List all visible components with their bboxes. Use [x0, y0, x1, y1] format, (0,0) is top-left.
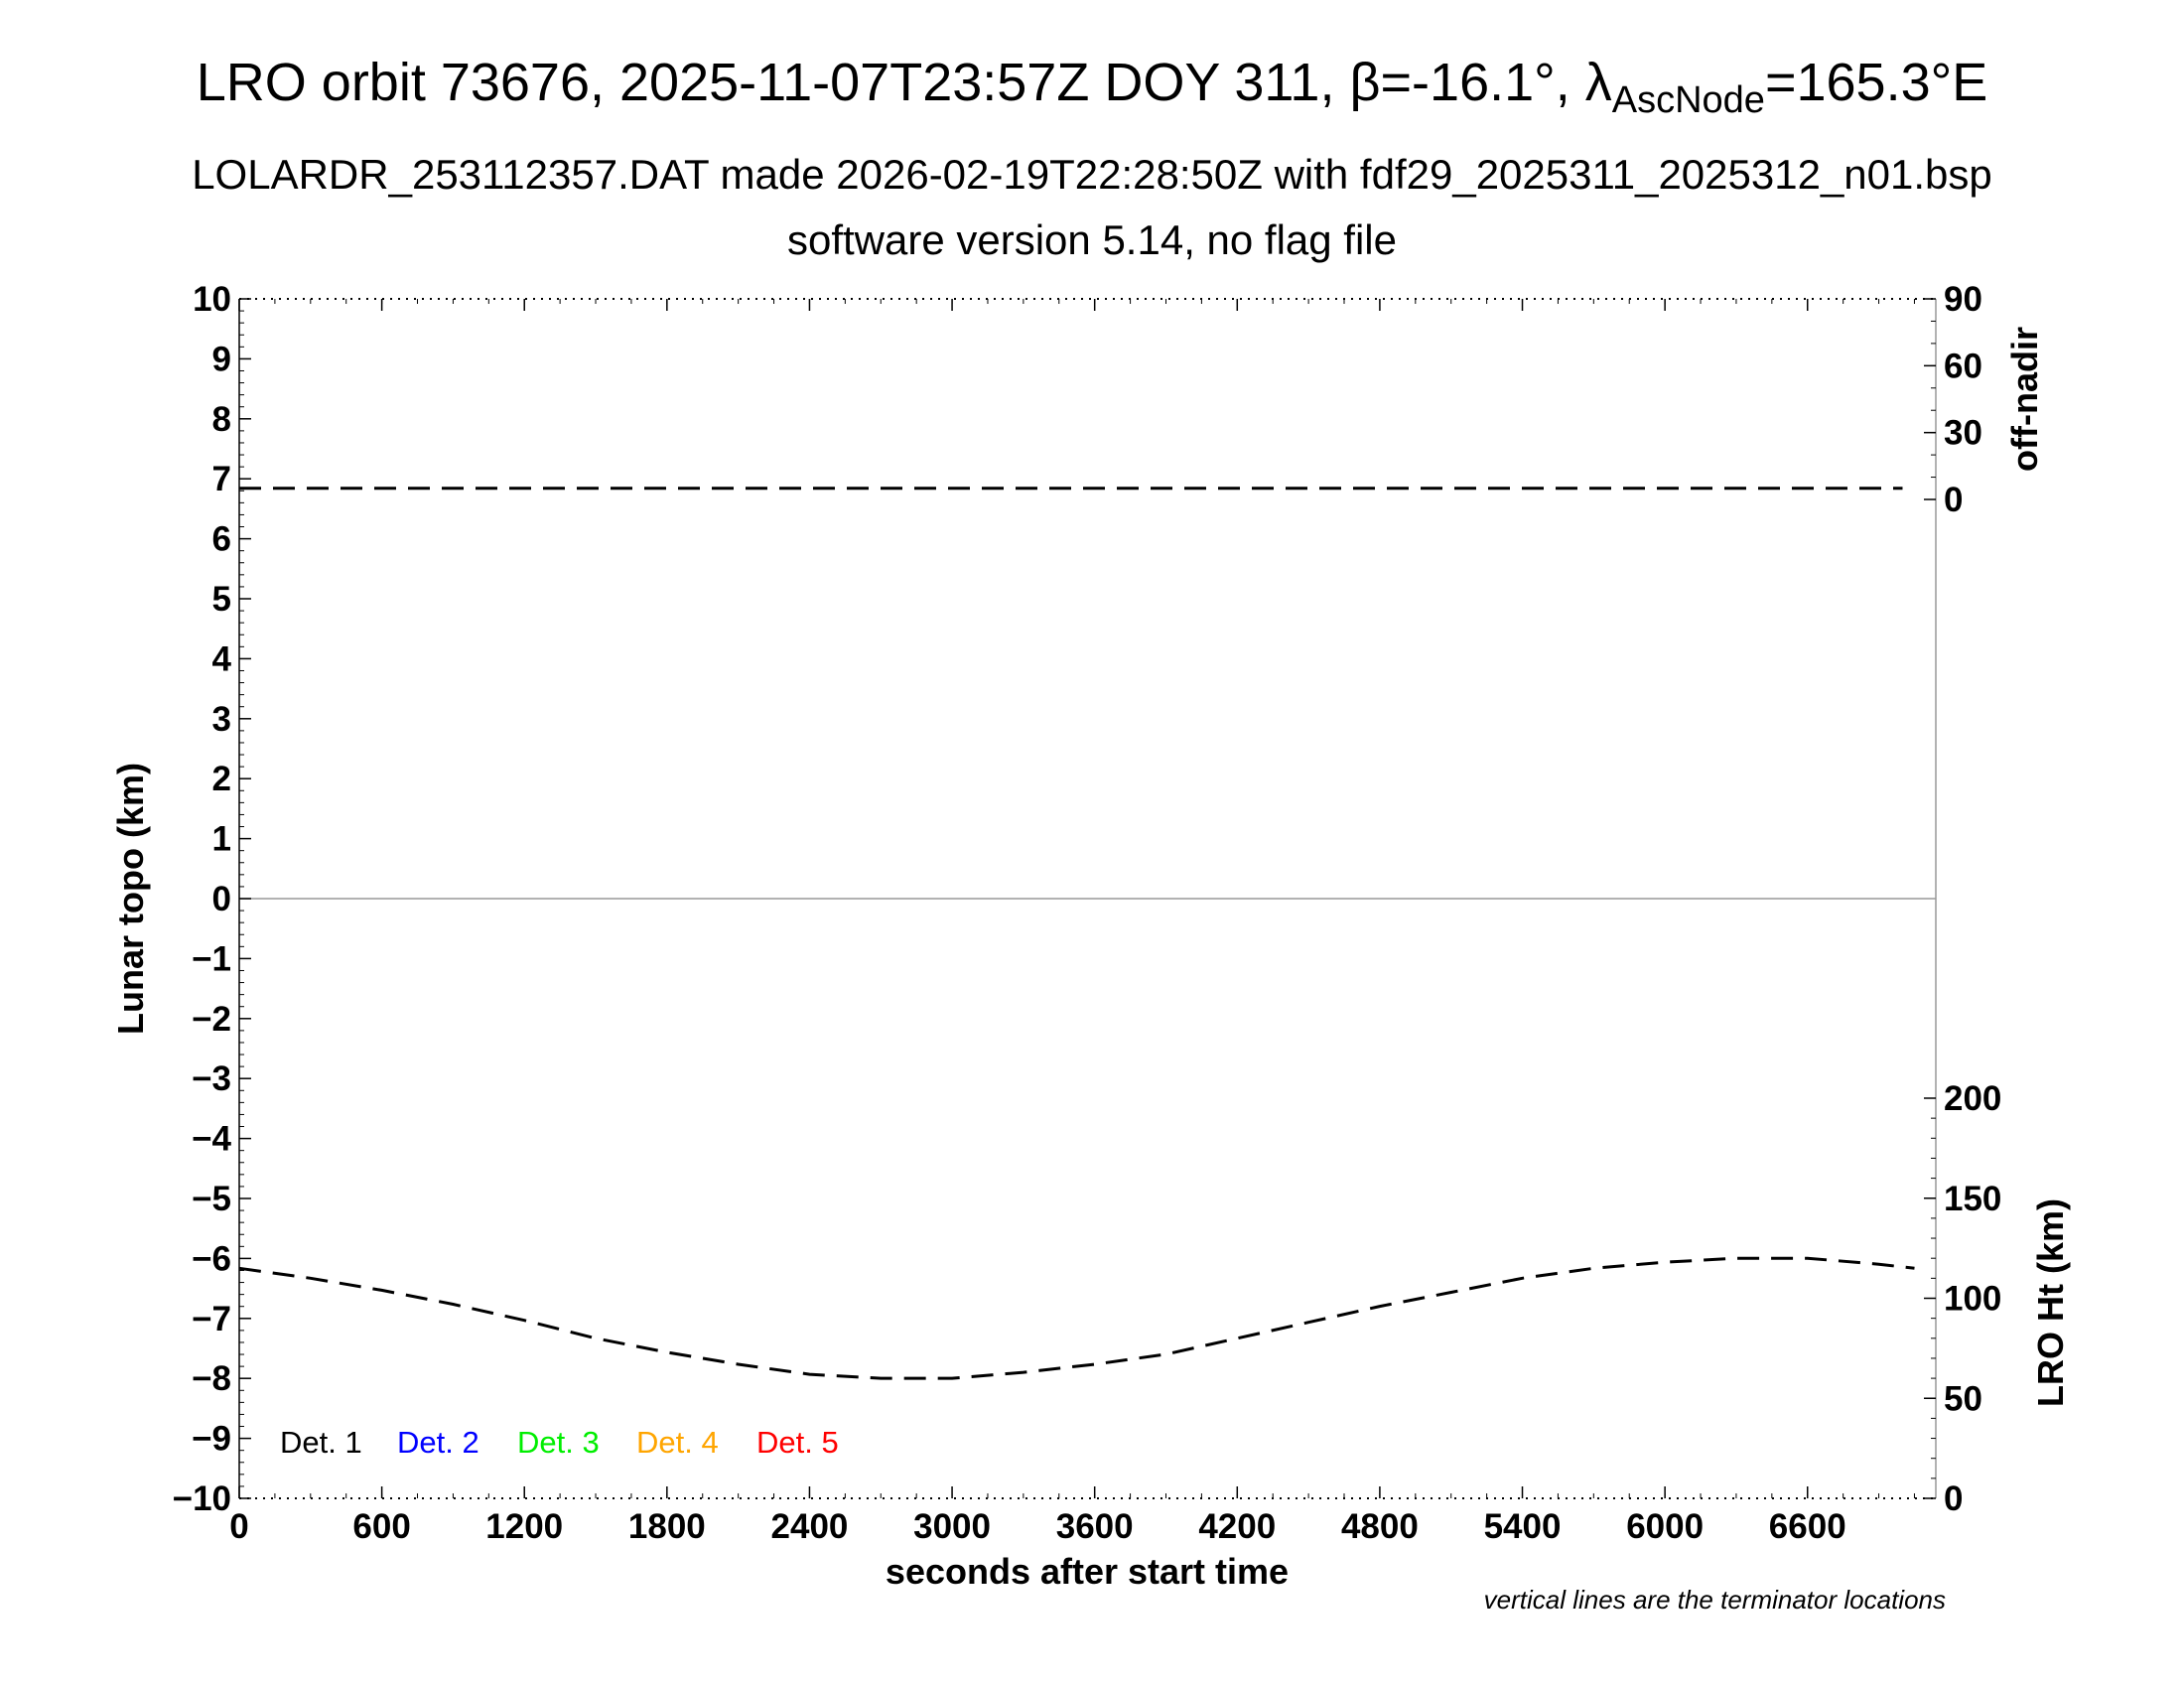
lro-ht-tick-label: 0 [1944, 1479, 1963, 1518]
x-tick-label: 4200 [1198, 1507, 1276, 1546]
x-tick-label: 1800 [628, 1507, 706, 1546]
y-tick-label: 9 [212, 340, 231, 378]
x-tick-label: 6600 [1769, 1507, 1846, 1546]
x-tick-label: 1200 [485, 1507, 563, 1546]
terminator-note: vertical lines are the terminator locati… [1484, 1585, 1946, 1615]
y-tick-label: 10 [193, 280, 231, 319]
lro-ht-tick-label: 150 [1944, 1180, 2001, 1218]
y-tick-label: −3 [192, 1059, 231, 1098]
lro-ht-series-line [238, 1256, 1915, 1380]
y-tick-label: 4 [212, 639, 232, 678]
chart-subtitle-version: software version 5.14, no flag file [786, 216, 1397, 263]
legend-entry-det-3: Det. 3 [517, 1425, 600, 1460]
y-tick-label: −9 [192, 1420, 231, 1459]
y-tick-label: −8 [192, 1359, 231, 1398]
x-axis-title: seconds after start time [886, 1551, 1289, 1592]
y-axis-title: Lunar topo (km) [110, 763, 151, 1035]
x-tick-label: 3600 [1056, 1507, 1134, 1546]
y-tick-label: −5 [192, 1180, 231, 1218]
lro-ht-tick-label: 50 [1944, 1379, 1982, 1418]
y-tick-label: 8 [212, 400, 231, 439]
off-nadir-axis-title: off-nadir [2004, 327, 2045, 472]
legend-entry-det-5: Det. 5 [756, 1425, 839, 1460]
off-nadir-tick-label: 30 [1944, 414, 1982, 453]
chart-title-main: LRO orbit 73676, 2025-11-07T23:57Z DOY 3… [196, 53, 1612, 112]
x-tick-label: 2400 [771, 1507, 849, 1546]
off-nadir-tick-label: 0 [1944, 481, 1963, 519]
legend-entry-det-2: Det. 2 [397, 1425, 479, 1460]
y-tick-label: 5 [212, 580, 231, 619]
chart-title: LRO orbit 73676, 2025-11-07T23:57Z DOY 3… [0, 52, 2184, 122]
chart-subtitle-file: LOLARDR_253112357.DAT made 2026-02-19T22… [192, 151, 1992, 198]
y-tick-label: −4 [192, 1120, 231, 1159]
y-tick-label: −6 [192, 1239, 231, 1278]
x-tick-label: 600 [352, 1507, 410, 1546]
chart-title-suffix: =165.3°E [1764, 53, 1988, 112]
y-tick-label: 6 [212, 520, 231, 559]
y-tick-label: −1 [192, 939, 231, 978]
lro-ht-tick-label: 200 [1944, 1079, 2001, 1118]
y-tick-label: 2 [212, 760, 231, 798]
chart-title-subscript: AscNode [1611, 79, 1765, 121]
x-tick-label: 0 [229, 1507, 248, 1546]
y-tick-label: −7 [192, 1300, 231, 1338]
y-tick-label: −10 [173, 1479, 231, 1518]
lro-ht-tick-label: 100 [1944, 1280, 2001, 1319]
legend-entry-det-1: Det. 1 [280, 1425, 362, 1460]
y-tick-label: 7 [212, 460, 231, 498]
y-tick-label: 3 [212, 700, 231, 739]
y-tick-label: −2 [192, 1000, 231, 1039]
y-tick-label: 0 [212, 880, 231, 918]
x-tick-label: 6000 [1626, 1507, 1704, 1546]
x-tick-label: 5400 [1484, 1507, 1562, 1546]
x-tick-label: 4800 [1341, 1507, 1419, 1546]
x-tick-label: 3000 [913, 1507, 991, 1546]
lro-ht-axis-title: LRO Ht (km) [2030, 1198, 2071, 1407]
off-nadir-tick-label: 60 [1944, 347, 1982, 385]
off-nadir-tick-label: 90 [1944, 280, 1982, 319]
legend-entry-det-4: Det. 4 [636, 1425, 719, 1460]
y-tick-label: 1 [212, 820, 231, 859]
